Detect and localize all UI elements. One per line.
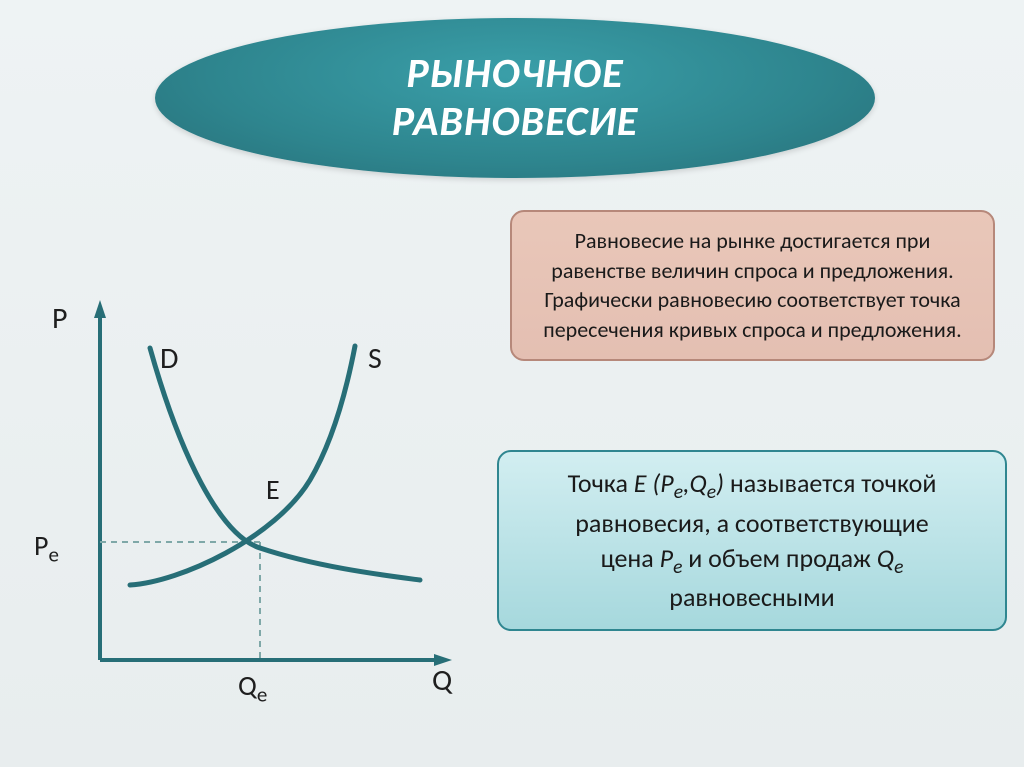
definition-box: Равновесие на рынке достигается при раве… (510, 210, 995, 361)
pb-l2a: цена (601, 542, 660, 574)
title-ellipse: РЫНОЧНОЕ РАВНОВЕСИЕ (155, 18, 875, 178)
equilibrium-chart: P D S E Pe Qe Q (20, 280, 480, 710)
supply-curve (130, 346, 355, 585)
title-line2: РАВНОВЕСИЕ (392, 96, 639, 147)
label-e: E (266, 472, 280, 507)
label-qe: Qe (238, 668, 267, 708)
point-box: Точка E (Pe,Qe) называется точкой равнов… (497, 450, 1007, 631)
pb-l2b: и объем продаж (682, 542, 876, 574)
definition-text: Равновесие на рынке достигается при раве… (543, 227, 961, 343)
slide-title: РЫНОЧНОЕ РАВНОВЕСИЕ (392, 50, 639, 147)
point-box-line2: цена Pe и объем продаж Qe (517, 541, 987, 581)
label-pe: Pe (34, 528, 59, 568)
pb-point: E (Pe,Qe) (634, 467, 724, 499)
label-d: D (160, 340, 178, 377)
label-q: Q (432, 662, 452, 699)
y-axis-arrow (94, 300, 106, 318)
demand-curve (150, 348, 420, 580)
label-s: S (368, 340, 382, 377)
label-p: P (52, 300, 68, 337)
point-box-line3: равновесными (517, 580, 987, 615)
chart-svg (20, 280, 480, 710)
point-box-line1: Точка E (Pe,Qe) называется точкой равнов… (517, 466, 987, 541)
pb-pe: Pe (660, 542, 683, 574)
pb-prefix: Точка (568, 467, 634, 499)
title-line1: РЫНОЧНОЕ (406, 48, 623, 99)
pb-qe: Qe (877, 542, 904, 574)
